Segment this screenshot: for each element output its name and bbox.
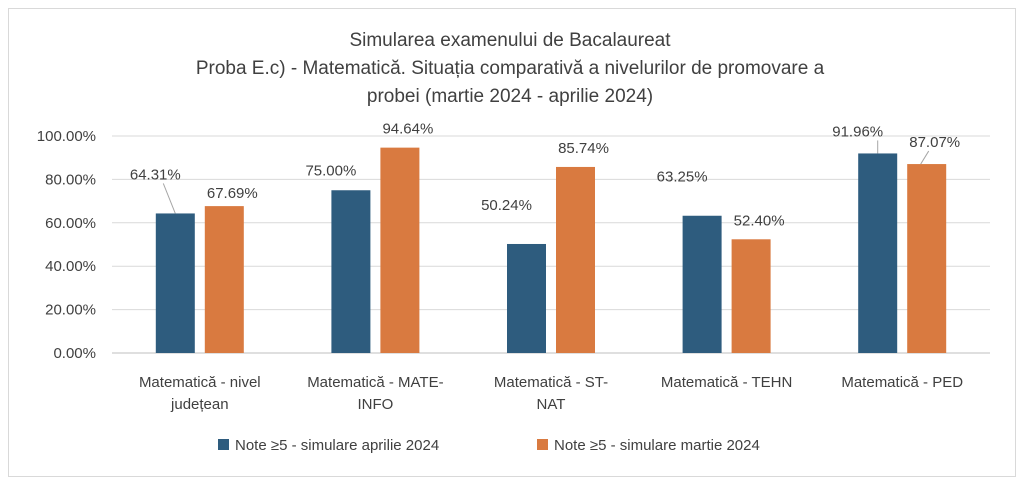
y-tick-label-3: 60.00% [45,215,96,232]
bar-s0-c0 [155,213,195,353]
data-label-s0-c4: 91.96% [832,123,883,140]
legend: Note ≥5 - simulare aprilie 2024 Note ≥5 … [218,437,760,454]
category-label-1-line-0: Matematică - MATE- [307,374,443,391]
x-axis-category-labels: Matematică - nivel județean Matematică - M… [139,374,963,413]
data-label-s1-c2: 85.74% [558,140,609,157]
bar-s1-c1 [380,147,420,353]
y-tick-label-1: 20.00% [45,302,96,319]
bar-s1-c3 [731,239,771,353]
bar-s1-c2 [556,166,595,353]
data-label-s1-c3: 52.40% [734,212,785,229]
bar-s1-c0 [204,206,244,353]
category-label-2-line-1: NAT [537,396,566,413]
y-tick-label-0: 0.00% [53,345,96,362]
data-label-s1-c1: 94.64% [382,121,433,138]
bar-s0-c3 [682,215,722,353]
data-label-s0-c3: 63.25% [657,169,708,186]
category-label-1-line-1: INFO [357,396,393,413]
y-tick-label-4: 80.00% [45,171,96,188]
leader-line-s0-c0 [162,183,176,214]
legend-swatch-martie [537,439,548,450]
gridlines [112,135,990,354]
chart-title: Simularea examenului de Bacalaureat Prob… [196,30,825,107]
chart-title-line-2: Proba E.c) - Matematică. Situația compar… [196,58,825,79]
leader-line-s1-c4 [920,150,930,165]
bars [155,147,947,353]
data-label-s0-c2: 50.24% [481,197,532,214]
chart-title-line-3: probei (martie 2024 - aprilie 2024) [367,86,653,107]
category-label-0-line-0: Matematică - nivel [139,374,261,391]
chart-title-line-1: Simularea examenului de Bacalaureat [349,30,671,51]
legend-swatch-aprilie [218,439,229,450]
category-label-4-line-0: Matematică - PED [841,374,963,391]
data-label-s0-c1: 75.00% [305,162,356,179]
category-label-2-line-0: Matematică - ST- [494,374,608,391]
category-label-0-line-1: județean [170,396,229,413]
legend-label-martie: Note ≥5 - simulare martie 2024 [554,437,760,454]
bar-s0-c4 [858,153,898,353]
data-label-s1-c0: 67.69% [207,185,258,202]
y-tick-label-5: 100.00% [37,128,96,145]
y-tick-label-2: 40.00% [45,258,96,275]
y-axis-tick-labels: 0.00% 20.00% 40.00% 60.00% 80.00% 100.00% [37,128,96,362]
data-label-s1-c4: 87.07% [909,134,960,151]
category-label-3-line-0: Matematică - TEHN [661,374,792,391]
bar-s1-c4 [907,164,947,353]
data-label-s0-c0: 64.31% [130,166,181,183]
bar-s0-c1 [331,190,371,353]
bar-s0-c2 [507,243,546,353]
legend-label-aprilie: Note ≥5 - simulare aprilie 2024 [235,437,439,454]
data-labels: 64.31% 67.69% 75.00% 94.64% 50.24% 85.74% 63.2… [130,121,960,230]
